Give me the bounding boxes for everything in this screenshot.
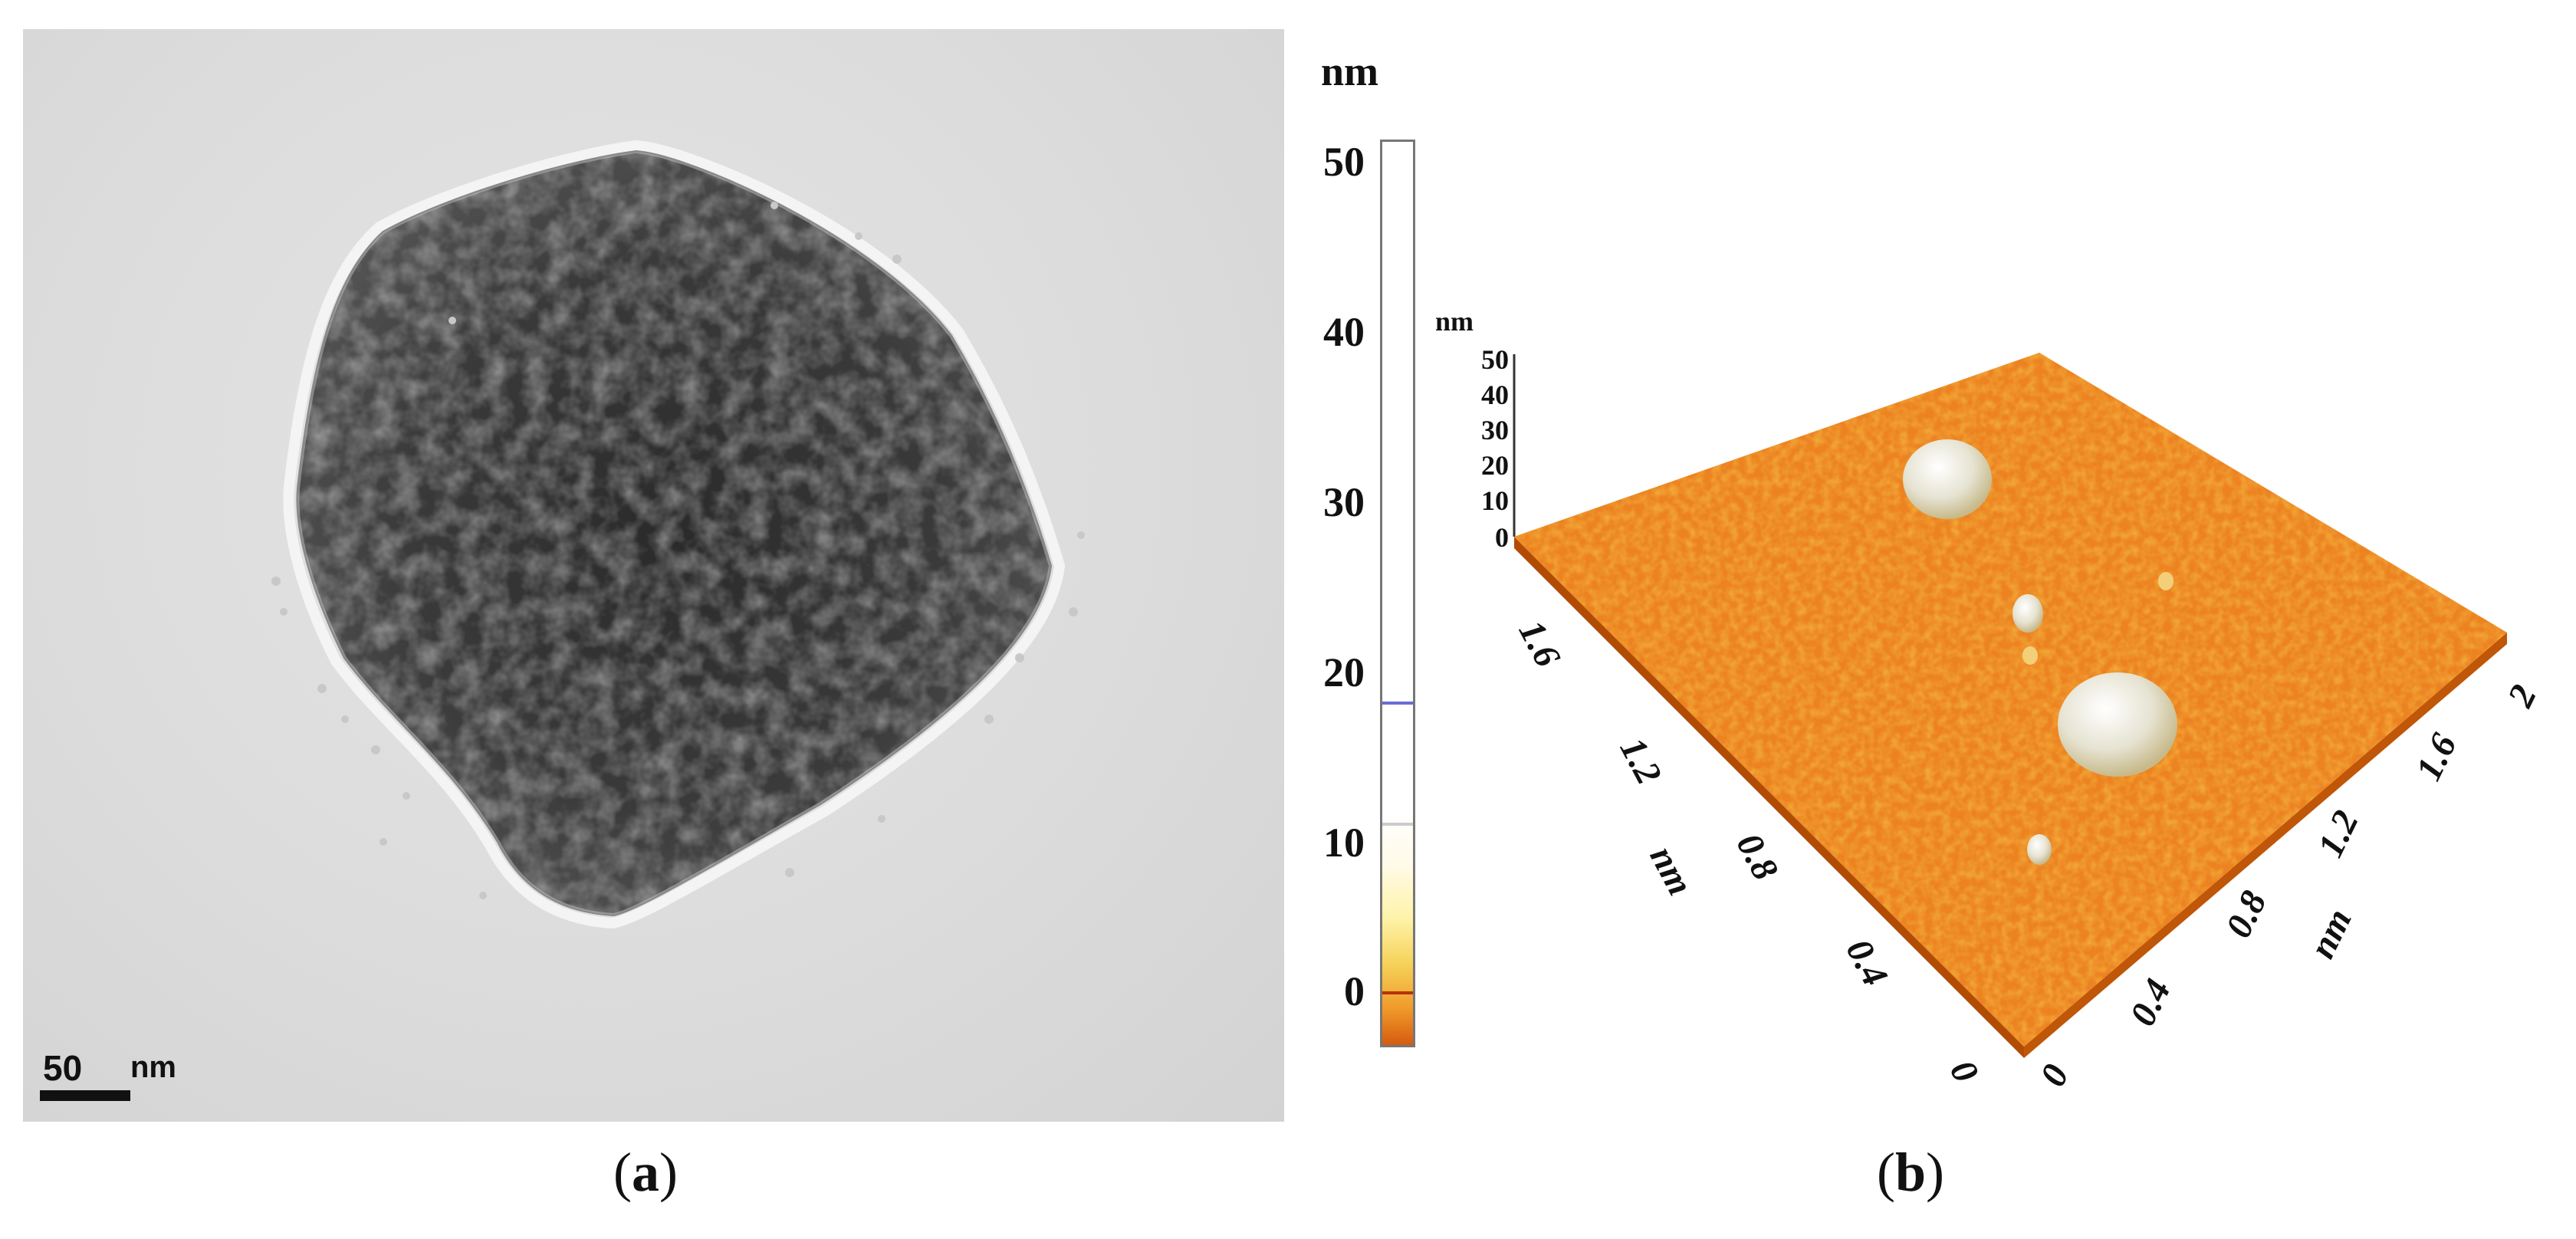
surrounding-nanodots [271, 202, 1085, 899]
afm-3d-surface [1513, 353, 2507, 1058]
afm-z-tick: 10 [1481, 485, 1509, 516]
caption-b: (b) [1877, 1142, 1945, 1203]
afm-z-tick: 50 [1481, 344, 1509, 375]
colorbar-tick: 50 [1323, 139, 1365, 185]
colorbar-marker-zero [1382, 991, 1413, 994]
colorbar-tick: 30 [1323, 479, 1365, 525]
afm-particle [2058, 672, 2177, 777]
afm-z-unit: nm [1435, 306, 1474, 337]
colorbar-tick: 20 [1323, 649, 1365, 695]
colorbar-tick: 0 [1344, 968, 1365, 1014]
colorbar-tick: 10 [1323, 820, 1365, 866]
afm-particle [2158, 572, 2174, 590]
particle-rim [283, 140, 1066, 929]
tem-particle-image [271, 140, 1085, 929]
tem-micrograph [23, 29, 1284, 1122]
colorbar [1380, 140, 1415, 1047]
caption-a: (a) [613, 1142, 678, 1203]
afm-z-tick: 0 [1495, 522, 1509, 553]
afm-particle [2027, 834, 2052, 865]
colorbar-marker-low [1382, 823, 1413, 826]
colorbar-unit: nm [1321, 48, 1379, 94]
afm-z-tick: 40 [1481, 380, 1509, 410]
afm-particle [2022, 646, 2038, 665]
scale-bar-unit: nm [130, 1050, 176, 1084]
surface-side-right [2024, 633, 2507, 1058]
surface-texture [1514, 353, 2507, 1047]
scale-bar [40, 1090, 130, 1101]
afm-particle [1903, 439, 1992, 519]
afm-particle [2013, 594, 2043, 633]
afm-z-tick: 20 [1481, 450, 1509, 481]
particle-texture [297, 152, 1050, 915]
scale-bar-value: 50 [43, 1048, 83, 1088]
colorbar-tick: 40 [1323, 309, 1365, 355]
afm-z-tick: 30 [1481, 415, 1509, 445]
surface-side-left [1514, 537, 2024, 1058]
colorbar-marker [1382, 702, 1413, 705]
